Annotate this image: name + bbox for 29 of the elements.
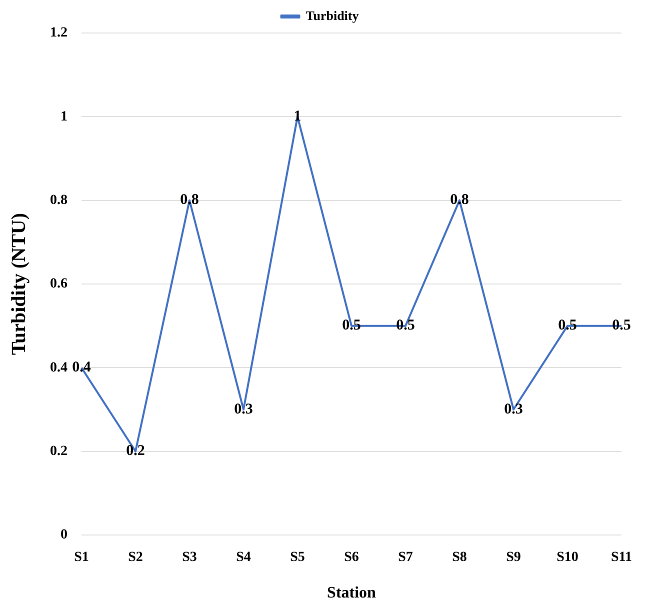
data-label: 0.5: [342, 318, 361, 334]
x-tick-label: S1: [74, 550, 89, 566]
legend-label: Turbidity: [306, 8, 360, 23]
data-label: 0.8: [450, 192, 469, 208]
x-axis-title: Station: [327, 584, 376, 602]
x-tick-label: S6: [344, 550, 359, 566]
x-tick-label: S4: [236, 550, 251, 566]
data-label: 0.5: [612, 318, 631, 334]
x-tick-label: S5: [290, 550, 305, 566]
y-tick-label: 0.2: [50, 444, 68, 459]
y-tick-label: 0: [60, 528, 68, 543]
x-tick-label: S7: [398, 550, 413, 566]
y-tick-label: 0.4: [50, 360, 68, 376]
data-label: 0.3: [234, 401, 253, 418]
data-label: 0.8: [180, 192, 199, 208]
y-tick-label: 1: [60, 109, 68, 124]
data-label: 0.3: [504, 401, 523, 418]
x-tick-label: S11: [610, 550, 632, 566]
x-tick-label: S3: [182, 550, 197, 566]
y-tick-label: 0.6: [50, 276, 68, 292]
data-label: 0.4: [72, 360, 92, 376]
x-tick-label: S10: [556, 550, 578, 566]
y-tick-label: 1.2: [50, 26, 68, 41]
x-tick-label: S8: [452, 550, 467, 566]
y-tick-label: 0.8: [50, 192, 68, 208]
x-tick-label: S2: [128, 550, 143, 566]
y-axis-title: Turbidity (NTU): [8, 212, 30, 356]
data-label: 0.2: [126, 443, 145, 460]
x-tick-label: S9: [506, 550, 521, 566]
